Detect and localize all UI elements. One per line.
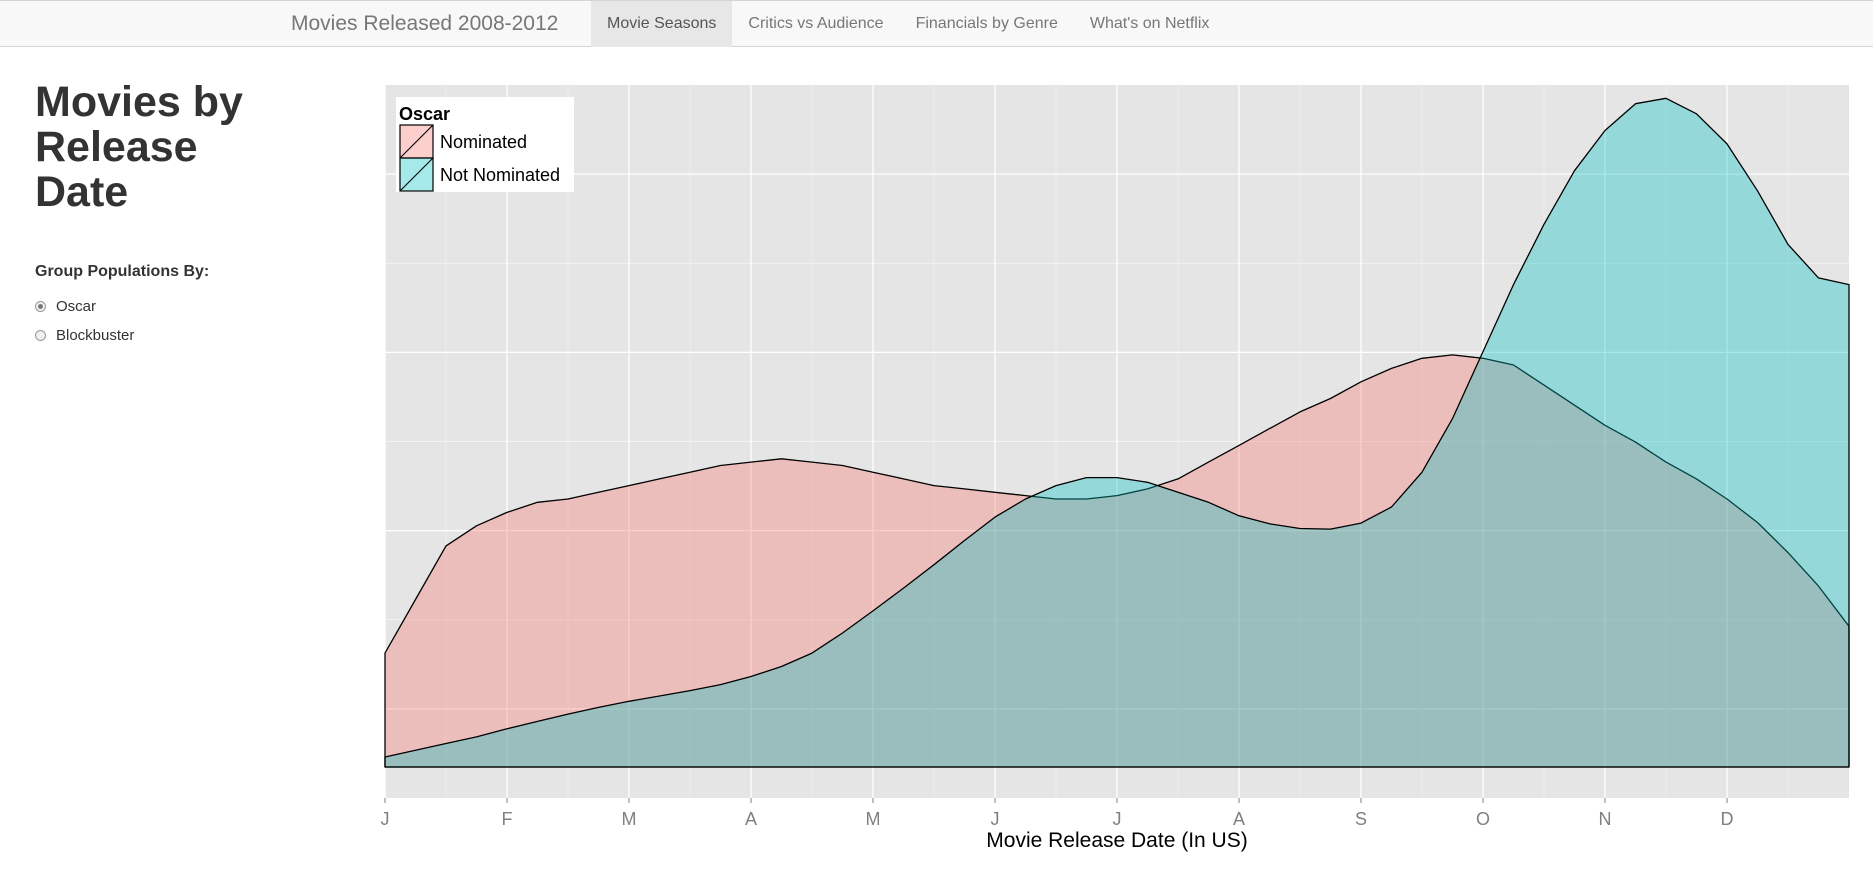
radio-button-unchecked-icon[interactable] — [35, 329, 46, 341]
radio-label-oscar: Oscar — [56, 297, 97, 315]
radio-button-checked-icon[interactable] — [35, 300, 46, 312]
x-tick-label: F — [502, 809, 513, 829]
x-axis-title: Movie Release Date (In US) — [986, 829, 1247, 852]
radio-label-blockbuster: Blockbuster — [56, 326, 135, 344]
x-tick-label: J — [1113, 809, 1122, 829]
density-area-nominated — [384, 354, 1850, 768]
legend-key-diagonal — [399, 124, 434, 159]
x-tick-label: S — [1355, 809, 1367, 829]
x-tick-label: O — [1476, 809, 1490, 829]
x-tick-label: A — [1233, 809, 1245, 829]
legend-box — [396, 97, 574, 192]
tab-whats-on-netflix[interactable]: What's on Netflix — [1089, 15, 1210, 32]
nav-tabs: Movie Seasons Critics vs Audience Financ… — [591, 1, 1225, 47]
tab-financials-by-genre[interactable]: Financials by Genre — [915, 15, 1058, 32]
navbar: Movies Released 2008-2012 Movie Seasons … — [0, 0, 1873, 47]
page-title: Movies by Release Date — [35, 78, 243, 216]
tab-movie-seasons[interactable]: Movie Seasons — [591, 1, 733, 47]
app-brand[interactable]: Movies Released 2008-2012 — [291, 12, 559, 35]
tab-critics-vs-audience[interactable]: Critics vs Audience — [748, 15, 884, 32]
radio-option-oscar[interactable]: Oscar — [35, 296, 96, 316]
legend-label: Nominated — [440, 132, 527, 152]
x-tick-label: M — [622, 809, 637, 829]
legend-title: Oscar — [399, 104, 450, 124]
x-tick-label: M — [866, 809, 881, 829]
legend-label: Not Nominated — [440, 165, 560, 185]
x-tick-label: J — [381, 809, 390, 829]
radio-option-blockbuster[interactable]: Blockbuster — [35, 325, 134, 345]
group-by-label: Group Populations By: — [35, 263, 210, 280]
density-area-not-nominated — [384, 97, 1850, 768]
legend-key-diagonal — [399, 157, 434, 192]
x-tick-label: D — [1721, 809, 1734, 829]
x-tick-label: A — [745, 809, 757, 829]
x-tick-label: N — [1599, 809, 1612, 829]
x-tick-label: J — [991, 809, 1000, 829]
